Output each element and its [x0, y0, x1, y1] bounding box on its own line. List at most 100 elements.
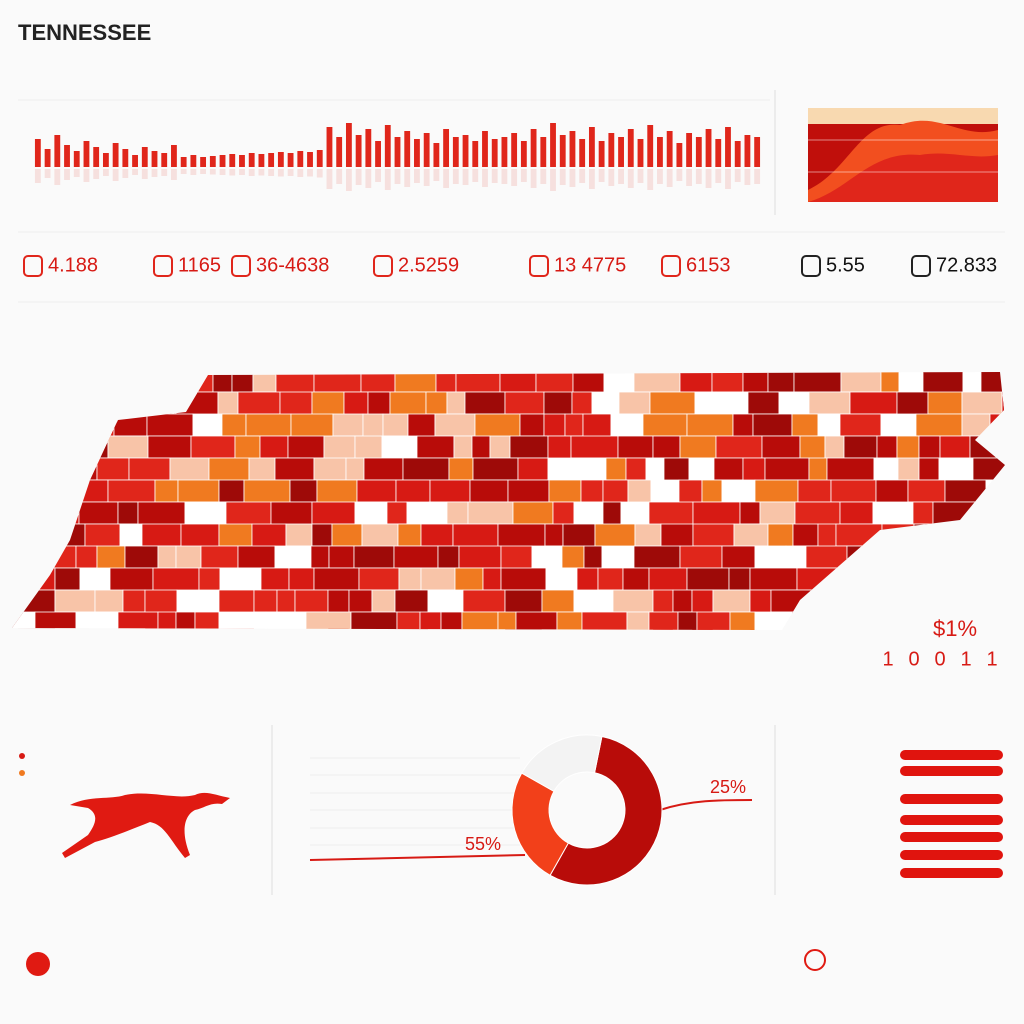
bar: [725, 127, 731, 167]
county: [12, 545, 49, 569]
county: [985, 479, 1005, 503]
kpi-value: 2.5259: [398, 254, 459, 276]
bar-reflection: [443, 169, 450, 188]
map-digit: 0: [934, 648, 945, 670]
bar: [618, 137, 624, 167]
donut-segment: [511, 772, 569, 876]
bar-reflection: [472, 169, 479, 182]
title: TENNESSEE: [18, 20, 151, 45]
map-digit: 1: [960, 648, 971, 670]
county: [117, 501, 139, 525]
bar: [550, 123, 556, 167]
county: [881, 523, 915, 547]
bar-reflection: [83, 169, 90, 182]
county: [712, 589, 751, 613]
county: [75, 545, 98, 569]
county: [28, 413, 77, 437]
bar-reflection: [705, 169, 712, 188]
bar: [93, 147, 100, 167]
county: [153, 372, 180, 393]
county: [47, 545, 77, 569]
county: [157, 545, 177, 569]
county: [729, 611, 756, 630]
county: [686, 567, 730, 591]
county: [817, 413, 841, 437]
bar-reflection: [452, 169, 459, 184]
bar: [316, 150, 323, 167]
county: [94, 589, 124, 613]
county: [218, 611, 267, 630]
bar-reflection: [501, 169, 508, 184]
bar: [423, 133, 430, 167]
county: [461, 611, 499, 630]
county: [791, 413, 819, 437]
county: [696, 611, 731, 630]
trend-line: [309, 854, 526, 861]
county: [679, 372, 713, 393]
county: [1000, 567, 1005, 591]
bar: [161, 153, 168, 167]
progress-bar: [900, 750, 1003, 760]
bar: [414, 139, 420, 167]
bar: [375, 141, 381, 167]
county: [128, 457, 171, 481]
county: [561, 545, 585, 569]
county: [770, 589, 817, 613]
county: [922, 567, 961, 591]
county: [612, 589, 654, 613]
bar: [433, 143, 440, 167]
county: [231, 372, 254, 393]
county: [440, 611, 463, 630]
county: [67, 479, 109, 503]
bar-reflection: [122, 169, 129, 178]
bar-reflection: [200, 169, 207, 174]
bar-reflection: [414, 169, 420, 183]
county: [815, 589, 849, 613]
bar: [219, 155, 226, 167]
county: [276, 589, 296, 613]
bar: [676, 143, 683, 167]
progress-bar: [900, 794, 1003, 804]
county: [141, 523, 182, 547]
county: [253, 589, 278, 613]
county: [754, 479, 799, 503]
county: [363, 457, 404, 481]
county: [190, 435, 236, 459]
bar-reflection: [618, 169, 624, 184]
county: [808, 391, 851, 415]
county: [237, 545, 276, 569]
bar-reflection: [375, 169, 381, 182]
county: [983, 545, 1004, 569]
county: [679, 435, 717, 459]
bar: [608, 133, 615, 167]
county: [348, 589, 373, 613]
bar: [345, 123, 352, 167]
county: [406, 501, 430, 525]
county: [754, 545, 787, 569]
county: [40, 457, 67, 481]
county: [434, 413, 476, 437]
legend-dot: [19, 770, 25, 776]
county: [12, 391, 42, 415]
bar-reflection: [151, 169, 158, 177]
county: [177, 479, 220, 503]
county: [371, 589, 396, 613]
bar: [229, 154, 236, 167]
county: [12, 435, 51, 459]
county: [742, 372, 769, 393]
county: [448, 457, 474, 481]
county: [701, 479, 723, 503]
legend-dot: [19, 753, 25, 759]
county: [245, 413, 292, 437]
county: [154, 479, 179, 503]
county: [79, 567, 111, 591]
county: [580, 479, 604, 503]
bar: [394, 137, 401, 167]
county: [386, 501, 408, 525]
county: [581, 611, 628, 630]
county: [12, 501, 51, 525]
county: [402, 457, 450, 481]
county: [886, 567, 924, 613]
county: [962, 372, 982, 393]
